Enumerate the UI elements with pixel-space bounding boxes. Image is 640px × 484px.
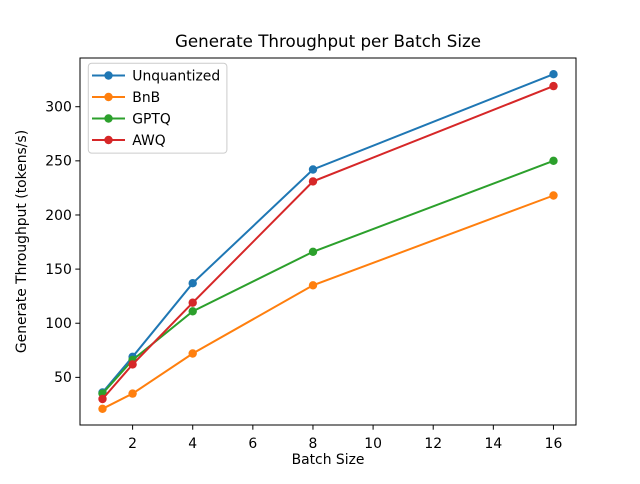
x-tick-label: 6 xyxy=(248,436,257,452)
legend-marker-swatch xyxy=(104,92,113,102)
series-awq xyxy=(98,81,558,404)
x-tick-label: 14 xyxy=(484,436,502,452)
legend-label: Unquantized xyxy=(132,68,220,84)
series-gptq xyxy=(98,156,558,398)
x-tick-label: 16 xyxy=(545,436,563,452)
legend-entry-bnb: BnB xyxy=(92,90,160,106)
data-point-marker xyxy=(308,281,318,290)
y-tick-label: 150 xyxy=(45,262,72,278)
x-tick-label: 2 xyxy=(128,436,137,452)
data-point-marker xyxy=(188,349,197,358)
legend-marker-swatch xyxy=(104,71,113,80)
data-point-marker xyxy=(128,360,137,369)
legend-entry-awq: AWQ xyxy=(92,133,166,149)
axis-ticks: 2 4 6 8 10 12 14 16 50 100 150 200 250 300 xyxy=(45,100,562,452)
data-point-marker xyxy=(549,81,558,91)
legend-label: GPTQ xyxy=(132,111,171,127)
series-bnb xyxy=(98,191,558,413)
data-point-marker xyxy=(98,404,107,413)
x-tick-label: 12 xyxy=(424,436,442,452)
legend-marker-swatch xyxy=(104,114,113,123)
legend-entry-unquantized: Unquantized xyxy=(92,68,220,84)
data-point-marker xyxy=(549,191,558,200)
legend-label: AWQ xyxy=(132,133,165,149)
series-line xyxy=(101,194,555,410)
data-point-marker xyxy=(308,177,318,186)
y-tick-label: 200 xyxy=(45,208,72,224)
x-tick-label: 4 xyxy=(188,436,197,452)
series-line xyxy=(101,159,555,395)
x-tick-label: 8 xyxy=(309,436,318,452)
data-point-marker xyxy=(188,279,197,288)
plot-border xyxy=(79,57,577,426)
legend-label: BnB xyxy=(132,90,160,106)
data-point-marker xyxy=(308,247,318,256)
y-tick-label: 300 xyxy=(45,100,72,116)
data-point-marker xyxy=(98,394,107,404)
legend-marker-swatch xyxy=(104,135,113,145)
chart-title: Generate Throughput per Batch Size xyxy=(175,31,481,51)
y-tick-label: 250 xyxy=(45,154,72,170)
data-point-marker xyxy=(128,389,137,398)
legend: Unquantized BnB GPTQ AWQ xyxy=(87,62,228,154)
y-tick-label: 100 xyxy=(45,316,72,332)
legend-entry-gptq: GPTQ xyxy=(92,111,171,127)
data-point-marker xyxy=(188,298,197,307)
y-tick-label: 50 xyxy=(54,370,72,386)
data-point-marker xyxy=(188,307,197,316)
series-layer xyxy=(98,70,558,413)
data-point-marker xyxy=(308,165,318,174)
data-point-marker xyxy=(549,156,558,165)
data-point-marker xyxy=(549,70,558,79)
legend-box xyxy=(87,62,228,154)
x-tick-label: 10 xyxy=(364,436,382,452)
y-axis-label: Generate Throughput (tokens/s) xyxy=(14,130,30,353)
x-axis-label: Batch Size xyxy=(292,452,365,468)
